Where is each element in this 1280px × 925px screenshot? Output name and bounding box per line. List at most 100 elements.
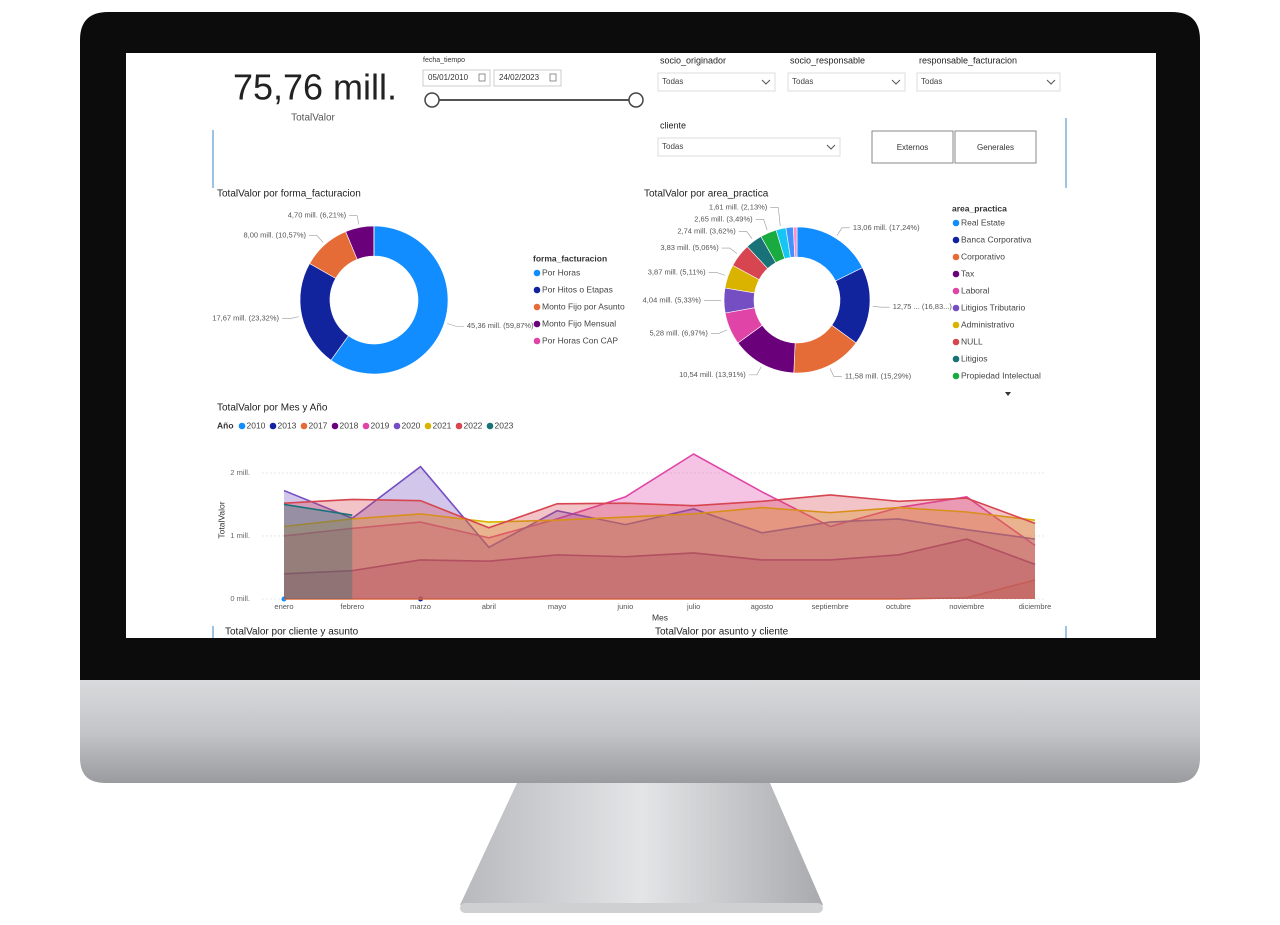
- legend-marker: [952, 372, 960, 380]
- x-tick-label: diciembre: [1019, 602, 1052, 611]
- legend-label: Monto Fijo Mensual: [542, 318, 616, 328]
- data-label: 10,54 mill. (13,91%): [679, 370, 746, 379]
- data-label: 45,36 mill. (59,87%): [467, 321, 534, 330]
- slicer-label: responsable_facturacion: [919, 55, 1017, 65]
- legend-label: Propiedad Intelectual: [961, 370, 1041, 380]
- calendar-icon: [478, 73, 486, 82]
- x-tick-label: enero: [274, 602, 293, 611]
- legend-label: Litigios: [961, 353, 987, 363]
- legend-label: 2020: [402, 420, 421, 430]
- filter-button[interactable]: [954, 130, 1037, 164]
- x-tick-label: abril: [482, 602, 497, 611]
- legend-label: Corporativo: [961, 251, 1005, 261]
- legend-marker: [533, 303, 541, 311]
- legend-label: 2017: [309, 420, 328, 430]
- legend-marker: [486, 422, 494, 430]
- legend-title: area_practica: [952, 203, 1007, 213]
- data-label: 8,00 mill. (10,57%): [244, 231, 307, 240]
- legend-marker: [393, 422, 401, 430]
- slicer-label: cliente: [660, 120, 686, 130]
- filter-button[interactable]: [871, 130, 954, 164]
- legend-marker: [300, 422, 308, 430]
- y-axis-title: TotalValor: [216, 501, 226, 538]
- slicer-dropdown[interactable]: [657, 137, 841, 157]
- monitor-chin: [80, 680, 1200, 783]
- slicer-dropdown[interactable]: [916, 72, 1061, 92]
- button-label: Generales: [977, 143, 1014, 152]
- data-label: 13,06 mill. (17,24%): [853, 223, 920, 232]
- date-input[interactable]: [422, 69, 491, 87]
- y-tick-label: 1 mill.: [230, 531, 250, 540]
- leader-line: [872, 306, 890, 308]
- slicer-value: Todas: [921, 77, 942, 86]
- data-label: 12,75 ... (16,83...): [893, 302, 953, 311]
- slicer-value: Todas: [662, 77, 683, 86]
- x-tick-label: julio: [686, 602, 700, 611]
- leader-line: [708, 272, 726, 276]
- legend-label: Por Horas Con CAP: [542, 335, 618, 345]
- legend-label: 2023: [495, 420, 514, 430]
- slicer-value: Todas: [662, 142, 683, 151]
- legend-marker: [952, 355, 960, 363]
- legend-label: Laboral: [961, 285, 989, 295]
- series-line: [283, 538, 1036, 575]
- donut-slice: [792, 226, 798, 258]
- data-label: 4,70 mill. (6,21%): [288, 211, 347, 220]
- area-fill: [284, 507, 1035, 599]
- x-tick-label: junio: [616, 602, 633, 611]
- leader-line: [755, 219, 768, 231]
- slider-handle[interactable]: [628, 92, 644, 108]
- legend-marker: [455, 422, 463, 430]
- area-fill: [284, 466, 1035, 599]
- legend-marker: [533, 269, 541, 277]
- dropdown-chevron: [826, 144, 836, 150]
- slider-handle[interactable]: [424, 92, 440, 108]
- date-end: 24/02/2023: [499, 73, 540, 82]
- slicer-dropdown[interactable]: [787, 72, 906, 92]
- leader-line: [309, 235, 324, 243]
- data-label: 11,58 mill. (15,29%): [845, 372, 912, 381]
- legend-label: Banca Corporativa: [961, 234, 1032, 244]
- legend-label: 2018: [340, 420, 359, 430]
- x-tick-label: agosto: [751, 602, 774, 611]
- date-input[interactable]: [493, 69, 562, 87]
- x-tick-label: octubre: [886, 602, 911, 611]
- legend-marker: [952, 304, 960, 312]
- y-tick-label: 0 mill.: [230, 594, 250, 603]
- accents: [212, 118, 1067, 638]
- legend-scroll-arrow[interactable]: [1005, 392, 1011, 396]
- data-label: 3,83 mill. (5,06%): [660, 243, 719, 252]
- legend-label: 2021: [433, 420, 452, 430]
- x-tick-label: mayo: [548, 602, 566, 611]
- data-label: 2,74 mill. (3,62%): [677, 226, 736, 235]
- legend-title: forma_facturacion: [533, 253, 607, 263]
- chart-title: TotalValor por area_practica: [644, 189, 769, 200]
- series-line: [283, 465, 1036, 549]
- leader-line: [770, 207, 781, 226]
- x-axis-title: Mes: [652, 612, 668, 622]
- legend-marker: [424, 422, 432, 430]
- leader-line: [721, 247, 738, 254]
- slicer-dropdown[interactable]: [657, 72, 776, 92]
- legend-label: Por Hitos o Etapas: [542, 284, 613, 294]
- data-label: 5,28 mill. (6,97%): [649, 328, 708, 337]
- data-label: 3,87 mill. (5,11%): [648, 267, 706, 276]
- dropdown-chevron: [891, 79, 901, 85]
- leader-line: [829, 368, 842, 377]
- legend-marker: [952, 270, 960, 278]
- data-label: 4,04 mill. (5,33%): [643, 296, 702, 305]
- x-tick-label: septiembre: [812, 602, 849, 611]
- legend-label: Monto Fijo por Asunto: [542, 301, 625, 311]
- y-tick-label: 2 mill.: [230, 468, 250, 477]
- area-fill: [284, 504, 353, 599]
- legend-marker: [238, 422, 246, 430]
- data-label: 2,65 mill. (3,49%): [694, 214, 753, 223]
- legend-label: Litigios Tributario: [961, 302, 1026, 312]
- leader-line: [447, 323, 464, 327]
- series-line: [283, 506, 1036, 528]
- kpi-label: TotalValor: [291, 113, 335, 124]
- chart-title: TotalValor por forma_facturacion: [217, 189, 361, 200]
- monitor-stand: [460, 783, 823, 905]
- area-fill: [284, 494, 1035, 599]
